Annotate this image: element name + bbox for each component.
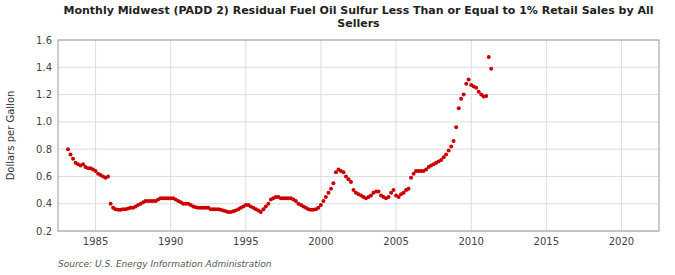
y-tick-label: 0.2	[36, 226, 52, 237]
title: Monthly Midwest (PADD 2) Residual Fuel O…	[63, 4, 653, 30]
y-grid-line	[58, 67, 659, 68]
point	[409, 176, 413, 180]
x-grid-line	[320, 40, 321, 231]
x-grid-line	[170, 40, 171, 231]
point	[321, 199, 325, 203]
point	[449, 144, 453, 148]
point	[266, 202, 270, 206]
point	[467, 78, 471, 82]
point	[444, 153, 448, 157]
point	[68, 153, 72, 157]
point	[447, 149, 451, 153]
title-line: Monthly Midwest (PADD 2) Residual Fuel O…	[63, 4, 653, 17]
point	[464, 82, 468, 86]
point	[376, 189, 380, 193]
point	[341, 170, 345, 174]
point	[407, 187, 411, 191]
y-axis-label: Dollars per Gallon	[5, 91, 16, 181]
x-grid-line	[396, 40, 397, 231]
chart-svg: Monthly Midwest (PADD 2) Residual Fuel O…	[0, 0, 675, 275]
point	[489, 67, 493, 71]
chart-container: Monthly Midwest (PADD 2) Residual Fuel O…	[0, 0, 675, 275]
point	[392, 188, 396, 192]
point	[452, 139, 456, 143]
y-tick-label: 1.4	[36, 62, 52, 73]
x-grid-line	[471, 40, 472, 231]
title-line: Sellers	[337, 17, 380, 30]
y-tick-label: 0.8	[36, 144, 52, 155]
point	[462, 93, 466, 97]
x-tick-label: 1985	[83, 236, 108, 247]
x-tick-label: 2000	[308, 236, 333, 247]
point	[106, 174, 110, 178]
y-tick-label: 0.6	[36, 171, 52, 182]
x-tick-label: 2010	[458, 236, 483, 247]
point	[324, 195, 328, 199]
x-tick-label: 1995	[233, 236, 258, 247]
point	[71, 157, 75, 161]
y-grid-line	[58, 121, 659, 122]
point	[349, 180, 353, 184]
y-axis: 0.2 0.4 0.6 0.8 1.0 1.2 1.4 1.6	[36, 35, 659, 237]
point	[457, 106, 461, 110]
x-tick-label: 2020	[609, 236, 634, 247]
y-grid-line	[58, 94, 659, 95]
y-tick-label: 1.6	[36, 35, 52, 46]
point	[474, 86, 478, 90]
plot-frame	[58, 40, 659, 231]
x-axis: 1985 1990 1995 2000 2005 2010 2015 2020	[83, 40, 634, 247]
point	[484, 94, 488, 98]
y-grid-line	[58, 176, 659, 177]
y-tick-label: 1.0	[36, 116, 52, 127]
x-tick-label: 1990	[158, 236, 183, 247]
y-grid-line	[58, 203, 659, 204]
x-grid-line	[621, 40, 622, 231]
point	[319, 203, 323, 207]
x-tick-label: 2005	[383, 236, 408, 247]
point	[454, 125, 458, 129]
point	[331, 181, 335, 185]
point	[109, 202, 113, 206]
points	[66, 55, 493, 214]
y-tick-label: 0.4	[36, 198, 52, 209]
x-grid-line	[546, 40, 547, 231]
annotation: Source: U.S. Energy Information Administ…	[58, 259, 272, 269]
point	[66, 147, 70, 151]
x-tick-label: 2015	[534, 236, 559, 247]
point	[326, 191, 330, 195]
point	[387, 195, 391, 199]
x-grid-line	[245, 40, 246, 231]
point	[329, 187, 333, 191]
x-grid-line	[95, 40, 96, 231]
y-grid-line	[58, 149, 659, 150]
y-tick-label: 1.2	[36, 89, 52, 100]
point	[459, 97, 463, 101]
point	[487, 55, 491, 59]
